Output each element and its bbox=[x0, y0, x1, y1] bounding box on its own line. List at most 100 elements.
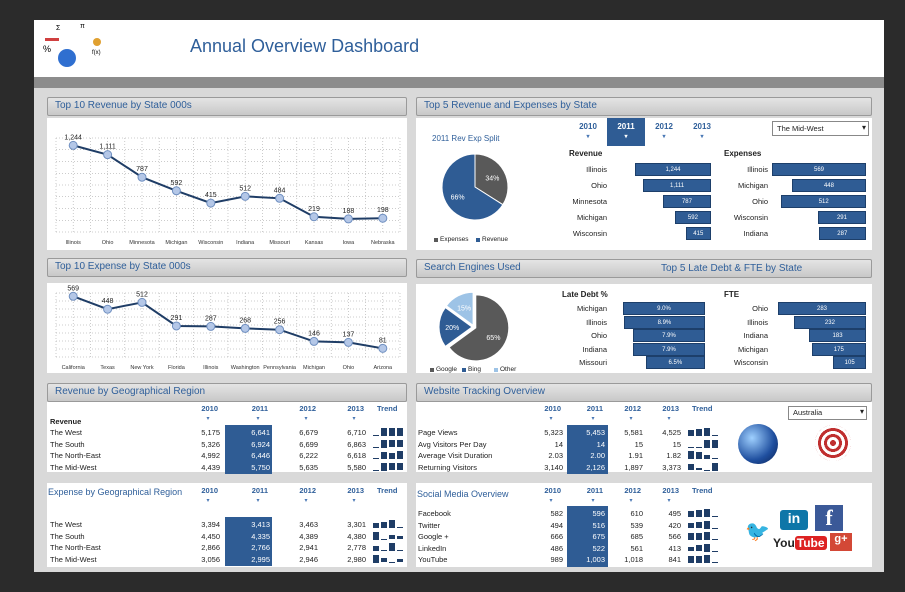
region-dropdown[interactable]: The Mid-West ▾ bbox=[772, 121, 869, 136]
cell-value: 6,641 bbox=[251, 428, 270, 437]
row-label: Avg Visitors Per Day bbox=[418, 439, 487, 449]
bar: 569 bbox=[772, 163, 866, 176]
panel-revenue-state bbox=[47, 118, 407, 250]
filter-icon[interactable]: ▾ bbox=[304, 416, 308, 422]
panel-header-rev-region-title: Revenue by Geographical Region bbox=[55, 386, 206, 397]
trend-bar bbox=[704, 439, 710, 448]
filter-icon[interactable]: ▾ bbox=[700, 134, 704, 140]
cell-value: 6,679 bbox=[299, 428, 318, 437]
filter-icon[interactable]: ▾ bbox=[591, 416, 595, 422]
bar: 592 bbox=[674, 211, 711, 224]
x-tick-label: Michigan bbox=[303, 365, 325, 371]
chevron-down-icon[interactable]: ▾ bbox=[861, 123, 866, 132]
data-point bbox=[103, 304, 113, 314]
legend-label: Other bbox=[500, 366, 517, 373]
cell-value: 610 bbox=[630, 509, 643, 518]
data-label: 291 bbox=[171, 315, 183, 322]
filter-icon[interactable]: ▾ bbox=[667, 498, 671, 504]
filter-icon[interactable]: ▾ bbox=[352, 416, 356, 422]
highlight-column bbox=[567, 425, 608, 474]
filter-icon[interactable]: ▾ bbox=[304, 498, 308, 504]
bar-label: Ohio bbox=[591, 331, 607, 340]
trend-bar bbox=[397, 451, 403, 459]
chevron-down-icon[interactable]: ▾ bbox=[859, 407, 864, 416]
year-tab-2010[interactable]: 2010 ▾ bbox=[569, 118, 607, 146]
filter-icon[interactable]: ▾ bbox=[549, 498, 553, 504]
bar-label: Wisconsin bbox=[572, 229, 607, 238]
cell-value: 6,618 bbox=[347, 451, 366, 460]
x-tick-label: Florida bbox=[168, 365, 186, 371]
data-point bbox=[378, 343, 388, 353]
filter-icon[interactable]: ▾ bbox=[352, 498, 356, 504]
column-header: 2012 bbox=[624, 404, 641, 413]
trend-bar bbox=[704, 469, 710, 471]
cell-value: 3,140 bbox=[544, 462, 563, 472]
trend-bar bbox=[712, 527, 718, 529]
bar: 6.5% bbox=[645, 356, 705, 369]
google-plus-icon: g+ bbox=[830, 533, 852, 551]
x-tick-label: Pennsylvania bbox=[263, 365, 297, 371]
youtube-icon: You Tube bbox=[773, 536, 827, 550]
x-tick-label: Iowa bbox=[343, 240, 356, 246]
bar: 9.0% bbox=[623, 302, 705, 315]
year-tab-2011[interactable]: 2011 ▾ bbox=[607, 118, 645, 146]
data-point bbox=[171, 186, 181, 196]
trend-bar bbox=[688, 510, 694, 517]
year-label: 2012 bbox=[655, 122, 673, 131]
trend-bar bbox=[381, 558, 387, 563]
trend-bar bbox=[704, 428, 710, 436]
filter-icon[interactable]: ▾ bbox=[256, 416, 260, 422]
filter-icon[interactable]: ▾ bbox=[586, 134, 590, 140]
column-header: Trend bbox=[377, 486, 398, 495]
line-chart: 1,244 Illinois 1,111 Ohio 787 Minnesota 592 Mic… bbox=[55, 134, 401, 246]
column-header: 2012 bbox=[624, 486, 641, 495]
year-tab-2012[interactable]: 2012 ▾ bbox=[645, 118, 683, 146]
slice-label: 66% bbox=[451, 195, 465, 202]
filter-icon[interactable]: ▾ bbox=[549, 416, 553, 422]
column-header: 2013 bbox=[662, 486, 679, 495]
cell-value: 2,980 bbox=[347, 554, 366, 564]
cell-value: 494 bbox=[550, 520, 563, 530]
data-label: 512 bbox=[136, 291, 148, 298]
filter-icon[interactable]: ▾ bbox=[629, 498, 633, 504]
late-debt-heading: Late Debt % bbox=[562, 290, 608, 299]
x-tick-label: Ohio bbox=[343, 365, 355, 371]
trend-bar bbox=[389, 561, 395, 563]
row-label: The Mid-West bbox=[50, 462, 97, 472]
row-label: The Mid-West bbox=[50, 554, 97, 564]
filter-icon[interactable]: ▾ bbox=[206, 416, 210, 422]
filter-icon[interactable]: ▾ bbox=[256, 498, 260, 504]
year-tab-2013[interactable]: 2013 ▾ bbox=[683, 118, 721, 146]
row-label: Facebook bbox=[418, 509, 451, 518]
trend-bar bbox=[696, 468, 702, 471]
data-point bbox=[137, 297, 147, 307]
trend-bar bbox=[373, 435, 379, 436]
filter-icon[interactable]: ▾ bbox=[206, 498, 210, 504]
filter-icon[interactable]: ▾ bbox=[629, 416, 633, 422]
trend-bar bbox=[688, 463, 694, 471]
cell-value: 14 bbox=[554, 439, 563, 449]
bar-label: Wisconsin bbox=[733, 213, 768, 222]
data-point bbox=[68, 291, 78, 301]
cell-value: 420 bbox=[668, 520, 681, 530]
x-tick-label: Indiana bbox=[236, 240, 255, 246]
slice-label: 65% bbox=[486, 335, 500, 342]
filter-icon[interactable]: ▾ bbox=[591, 498, 595, 504]
country-dropdown[interactable]: Australia ▾ bbox=[788, 406, 867, 420]
bar-label: Michigan bbox=[576, 304, 607, 313]
cell-value: 2,126 bbox=[586, 462, 605, 472]
filter-icon[interactable]: ▾ bbox=[624, 134, 628, 140]
trend-bar bbox=[397, 428, 403, 436]
filter-icon[interactable]: ▾ bbox=[662, 134, 666, 140]
cell-value: 685 bbox=[630, 532, 643, 541]
filter-icon[interactable]: ▾ bbox=[667, 416, 671, 422]
cell-value: 2,766 bbox=[251, 543, 270, 552]
trend-bar bbox=[389, 452, 395, 459]
bar: 7.9% bbox=[633, 342, 705, 356]
data-point bbox=[275, 325, 285, 335]
x-tick-label: Missouri bbox=[269, 240, 289, 246]
cell-value: 2.00 bbox=[590, 451, 605, 460]
panel-header-expense-state-title: Top 10 Expense by State 000s bbox=[55, 261, 191, 272]
trend-bar bbox=[381, 451, 387, 459]
cell-value: 2,866 bbox=[201, 543, 220, 552]
